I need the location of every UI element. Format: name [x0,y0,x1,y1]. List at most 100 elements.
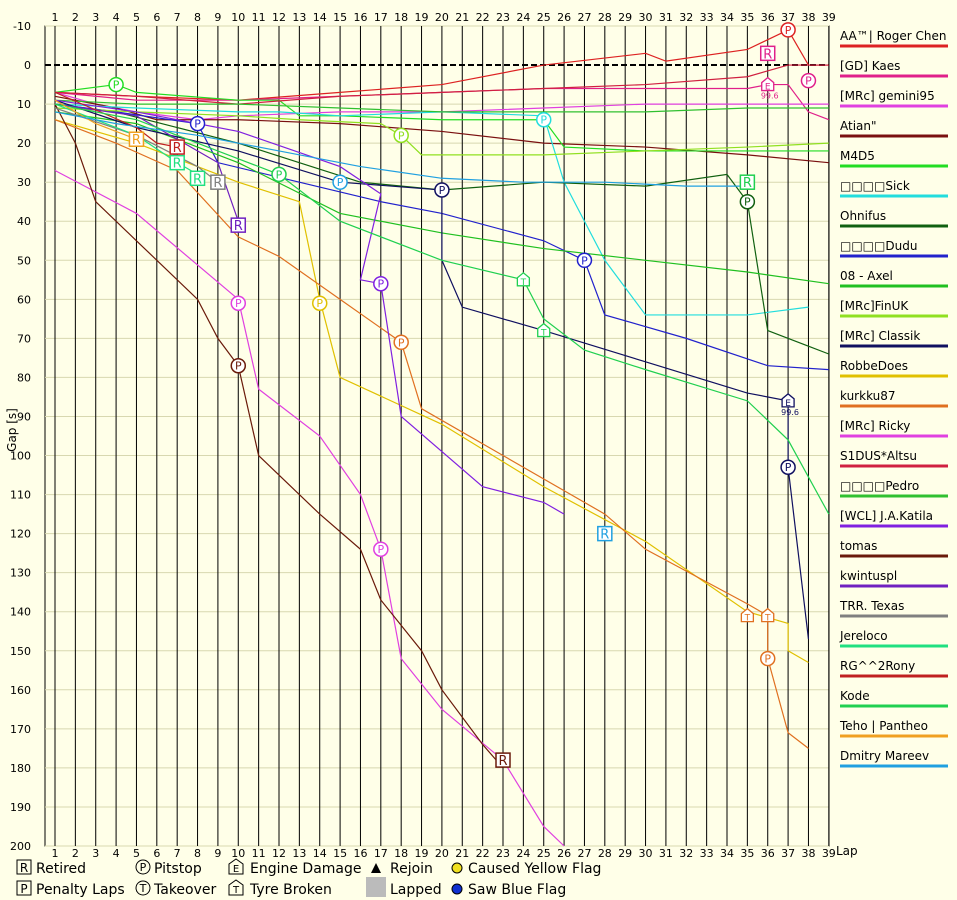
pitstop-marker: P [576,252,593,269]
x-tick-label-top: 23 [496,11,510,24]
pitstop-marker: P [800,72,817,89]
key-lapped: Lapped [366,877,442,898]
pitstop-circle [230,357,247,374]
key-rejoin: Rejoin [371,861,433,877]
y-tick-label: 20 [17,137,31,150]
x-tick-label-bottom: 34 [720,847,734,860]
y-axis-label: Gap [s] [5,408,19,452]
x-tick-label-bottom: 6 [153,847,160,860]
retired-box [495,752,511,768]
x-tick-label-bottom: 35 [740,847,754,860]
pitstop-circle [189,115,206,132]
engine-damage-marker: E99.6 [781,393,799,417]
key-tyre-broken: T Tyre Broken [228,879,332,898]
pitstop-marker: P [393,127,409,144]
x-tick-label-bottom: 10 [231,847,245,860]
pitstop-circle [373,275,389,292]
x-tick-label-top: 30 [639,11,653,24]
retired-marker: R [495,752,511,769]
pitstop-marker: P [108,76,124,93]
engine-note: 99.6 [761,92,779,101]
pitstop-circle [780,459,796,475]
legend-entry-label: 08 - Axel [840,269,893,283]
y-tick-label: 110 [10,489,31,502]
pitstop-marker: P [393,334,409,351]
x-tick-label-bottom: 9 [214,847,221,860]
x-tick-label-bottom: 17 [374,847,388,860]
key-saw-blue: Saw Blue Flag [451,882,566,898]
pitstop-circle [739,193,756,210]
legend-entry-label: □□□□Sick [840,179,910,193]
retired-marker: R [739,174,756,191]
x-tick-label-top: 25 [537,11,551,24]
series-line [54,99,829,113]
y-tick-label: 30 [17,176,31,189]
retired-marker: R [128,131,145,148]
pitstop-marker: P [434,182,450,198]
pitstop-glyph: P [377,278,384,291]
pitstop-circle [311,295,328,311]
series-line [54,83,830,121]
retired-box [230,217,247,233]
pitstop-circle [576,252,593,269]
key-engine-damage: E Engine Damage [228,858,362,877]
legend-entry-label: [MRc] Classik [840,329,920,343]
legend-entry-label: RG^^2Rony [840,659,915,673]
takeover-shape [516,271,531,287]
pitstop-marker: P [759,650,776,667]
x-tick-label-bottom: 11 [252,847,266,860]
key-penalty-laps: P Penalty Laps [16,880,125,898]
x-tick-label-bottom: 19 [415,847,429,860]
x-tick-label-top: 37 [781,11,795,24]
pitstop-marker: P [230,295,247,311]
x-tick-label-top: 17 [374,11,388,24]
pitstop-glyph: P [113,79,120,92]
x-tick-label-bottom: 3 [92,847,99,860]
x-tick-label-bottom: 38 [801,847,815,860]
x-tick-label-top: 39 [822,11,836,24]
x-tick-label-bottom: 13 [292,847,306,860]
legend-entry-label: S1DUS*Altsu [840,449,917,463]
key-takeover: T Takeover [135,880,216,898]
x-tick-label-top: 24 [516,11,530,24]
pitstop-glyph: P [316,297,323,310]
pitstop-circle [434,182,450,198]
x-axis-label: Lap [836,844,858,858]
series-line [54,91,829,121]
pitstop-marker: P [230,357,247,374]
y-tick-label: 100 [10,450,31,463]
retired-glyph: R [600,528,609,543]
svg-text:Takeover: Takeover [153,882,216,898]
pitstop-glyph: P [581,254,588,267]
key-retired: R Retired [16,859,86,877]
legend-entry-label: □□□□Dudu [840,239,917,253]
engine-shape [781,393,795,408]
retired-marker: R [169,154,185,172]
x-tick-label-bottom: 39 [822,847,836,860]
x-tick-label-top: 22 [476,11,490,24]
pitstop-marker: P [780,22,796,38]
takeover-glyph: T [764,614,771,624]
pitstop-marker: P [739,193,756,210]
series-line [54,91,178,148]
x-tick-label-top: 20 [435,11,449,24]
legend-entry-label: [WCL] J.A.Katila [840,509,933,523]
engine-damage-marker: E99.6 [761,76,779,101]
pitstop-circle [759,650,776,667]
svg-text:P: P [20,882,27,896]
series-line [54,119,809,749]
x-tick-label-bottom: 15 [333,847,347,860]
x-tick-label-top: 19 [415,11,429,24]
series-line [54,119,809,663]
pitstop-glyph: P [540,114,547,127]
x-tick-label-top: 32 [679,11,693,24]
svg-text:Tyre Broken: Tyre Broken [249,882,332,898]
series-line [54,99,137,140]
y-tick-label: 130 [10,567,31,580]
y-tick-label: 120 [10,528,31,541]
pitstop-glyph: P [785,461,792,474]
retired-box [189,170,206,187]
key-pitstop: P Pitstop [135,859,202,877]
legend-entry-label: Jereloco [839,629,888,643]
